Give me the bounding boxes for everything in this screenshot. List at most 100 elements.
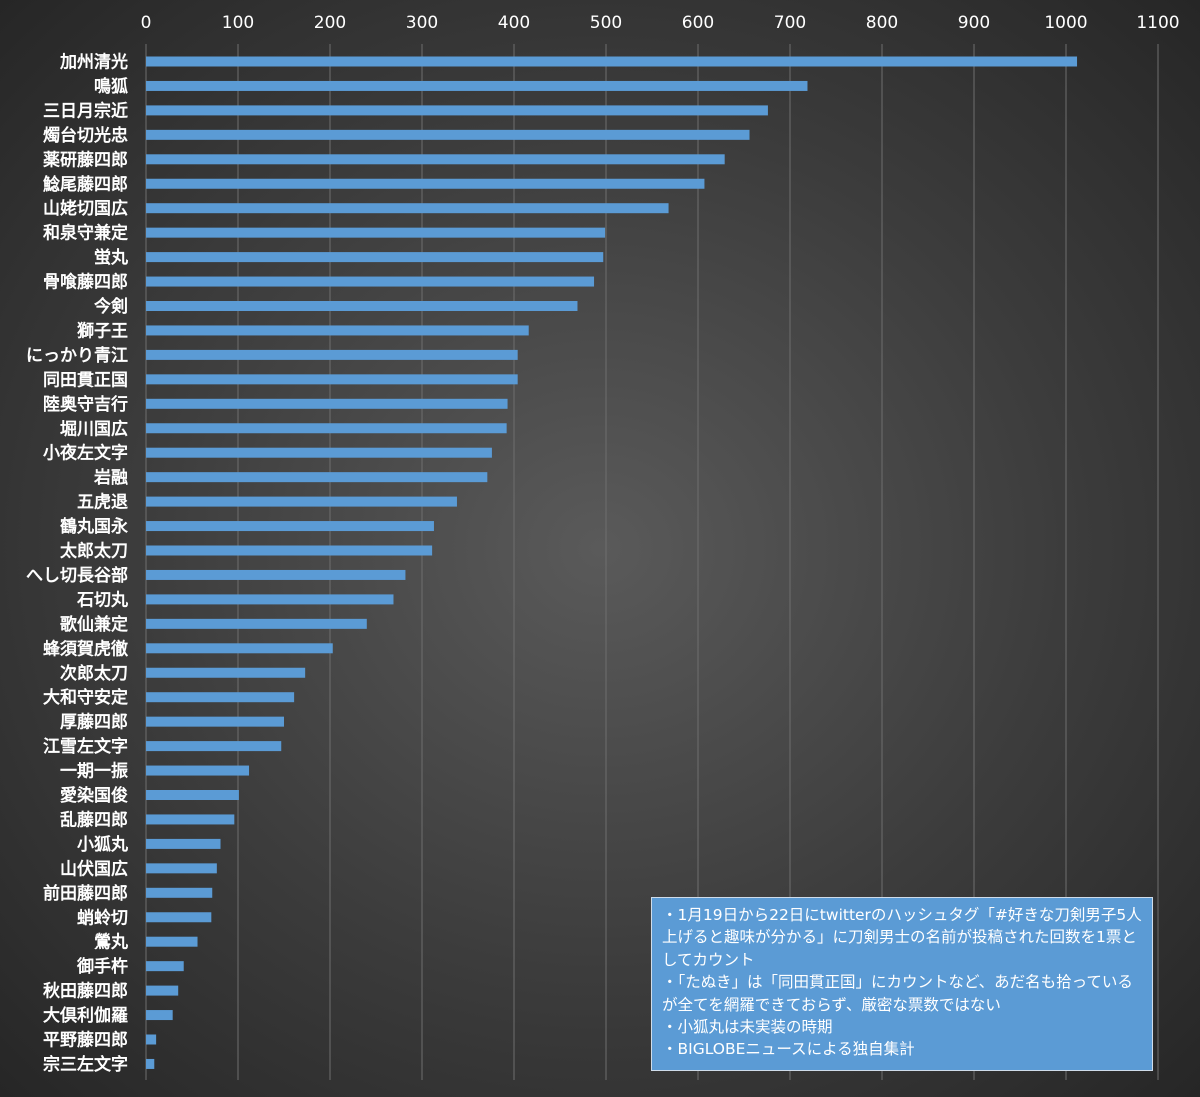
bar [146, 80, 808, 91]
bar [146, 838, 221, 849]
bar [146, 472, 488, 483]
note-3: ・小狐丸は未実装の時期 [662, 1018, 833, 1037]
category-label: 鶯丸 [94, 932, 129, 953]
category-label: 岩融 [93, 467, 128, 488]
bar [146, 569, 406, 580]
category-label: 山姥切国広 [43, 198, 128, 219]
bar [146, 814, 235, 825]
category-label: 鯰尾藤四郎 [42, 174, 128, 195]
x-tick-label: 500 [590, 13, 622, 33]
bar [146, 985, 179, 996]
bars [146, 56, 1078, 1069]
bar [146, 936, 198, 947]
x-tick-label: 700 [774, 13, 806, 33]
note-4: ・BIGLOBEニュースによる独自集計 [662, 1040, 915, 1059]
category-label: 今剣 [94, 296, 128, 317]
bar [146, 521, 434, 532]
bar [146, 398, 508, 409]
bar [146, 912, 212, 923]
bar [146, 887, 213, 898]
bar [146, 741, 282, 752]
bar [146, 496, 457, 507]
x-tick-label: 800 [866, 13, 898, 33]
category-label: 蛸蛉切 [77, 907, 128, 928]
category-label: 宗三左文字 [43, 1054, 128, 1075]
category-label: 大和守安定 [43, 687, 128, 708]
category-label: 獅子王 [76, 320, 128, 341]
x-tick-label: 0 [141, 13, 152, 33]
category-label: 陸奥守吉行 [43, 394, 128, 415]
x-tick-label: 600 [682, 13, 714, 33]
category-label: 歌仙兼定 [60, 614, 128, 635]
bar [146, 423, 507, 434]
bar [146, 252, 604, 263]
bar [146, 56, 1078, 67]
bar [146, 447, 492, 458]
bar [146, 765, 250, 776]
bar [146, 178, 705, 189]
category-label: 燭台切光忠 [43, 125, 128, 146]
category-label: へし切長谷部 [26, 565, 128, 586]
bar [146, 325, 529, 336]
bar [146, 716, 284, 727]
bar [146, 1010, 173, 1021]
category-label: にっかり青江 [26, 345, 128, 366]
x-tick-label: 100 [222, 13, 254, 33]
bar [146, 667, 306, 678]
x-axis-ticks: 0 100 200 300 400 500 600 700 800 900 1000 1100 [141, 13, 1180, 33]
category-label: 加州清光 [59, 52, 128, 73]
bar [146, 643, 333, 654]
note-2: ・「たぬき」は「同田貫正国」にカウントなど、あだ名も拾っているが全てを網羅できて… [662, 973, 1133, 1014]
category-label: 前田藤四郎 [43, 883, 128, 904]
x-tick-label: 200 [314, 13, 346, 33]
bar [146, 594, 394, 605]
bar [146, 545, 433, 556]
bar [146, 1058, 155, 1069]
category-label: 小狐丸 [77, 834, 129, 855]
bar [146, 618, 367, 629]
category-label: 山伏国広 [60, 858, 128, 879]
bar [146, 154, 725, 165]
category-label: 五虎退 [77, 493, 128, 513]
category-label: 鳴狐 [94, 76, 128, 97]
bar [146, 863, 217, 874]
category-label: 一期一振 [60, 761, 128, 782]
category-label: 同田貫正国 [43, 370, 128, 390]
category-label: 小夜左文字 [43, 443, 128, 464]
category-label: 三日月宗近 [43, 100, 128, 121]
bar [146, 129, 750, 140]
bar [146, 961, 184, 972]
bar [146, 1034, 157, 1045]
bar [146, 790, 239, 800]
category-label: 堀川国広 [60, 418, 128, 439]
category-label: 平野藤四郎 [43, 1030, 128, 1051]
category-label: 大倶利伽羅 [43, 1005, 128, 1026]
category-label: 御手杵 [76, 956, 128, 977]
category-label: 次郎太刀 [60, 663, 128, 684]
category-labels: 加州清光鳴狐三日月宗近燭台切光忠薬研藤四郎鯰尾藤四郎山姥切国広和泉守兼定蛍丸骨喰… [26, 52, 129, 1075]
category-label: 和泉守兼定 [43, 223, 128, 244]
category-label: 鶴丸国永 [60, 516, 128, 537]
bar [146, 692, 295, 703]
bar [146, 349, 518, 360]
category-label: 石切丸 [76, 589, 129, 610]
bar [146, 301, 578, 311]
bar [146, 374, 518, 385]
bar [146, 227, 606, 238]
bar [146, 105, 768, 116]
bar [146, 203, 669, 214]
category-label: 秋田藤四郎 [43, 981, 128, 1002]
category-label: 愛染国俊 [60, 785, 128, 806]
x-tick-label: 400 [498, 13, 530, 33]
x-tick-label: 1100 [1136, 13, 1179, 33]
category-label: 乱藤四郎 [60, 809, 128, 830]
bar [146, 276, 595, 287]
category-label: 太郎太刀 [60, 541, 128, 562]
category-label: 蛍丸 [94, 247, 129, 268]
category-label: 骨喰藤四郎 [43, 272, 128, 293]
annotation-box: ・1月19日から22日にtwitterのハッシュタグ「#好きな刀剣男子5人上げる… [651, 897, 1153, 1071]
category-label: 蜂須賀虎徹 [43, 638, 129, 659]
category-label: 薬研藤四郎 [43, 149, 128, 170]
x-tick-label: 300 [406, 13, 438, 33]
